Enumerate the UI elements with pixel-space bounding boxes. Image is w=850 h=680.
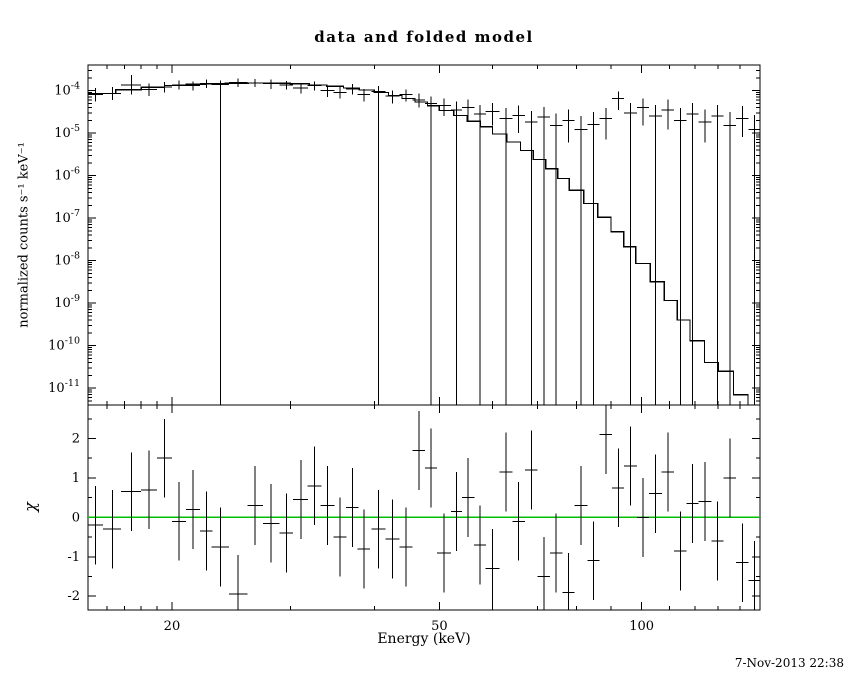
timestamp: 7-Nov-2013 22:38 (734, 656, 844, 670)
svg-text:0: 0 (72, 510, 80, 525)
svg-text:10-5: 10-5 (54, 123, 80, 141)
svg-text:10-7: 10-7 (54, 208, 80, 226)
svg-text:2: 2 (72, 432, 80, 447)
x-axis-label: Energy (keV) (377, 631, 471, 647)
svg-text:-1: -1 (67, 550, 80, 565)
svg-text:1: 1 (72, 471, 80, 486)
svg-text:100: 100 (629, 619, 654, 634)
svg-text:10-9: 10-9 (54, 293, 80, 311)
svg-text:50: 50 (431, 619, 448, 634)
svg-text:10-11: 10-11 (48, 378, 80, 396)
svg-text:10-10: 10-10 (48, 336, 80, 354)
plot-title: data and folded model (314, 28, 534, 46)
svg-text:10-6: 10-6 (54, 166, 80, 184)
y-axis-label-chi: χ (20, 502, 40, 512)
y-axis-label-spectrum: normalized counts s⁻¹ keV⁻¹ (16, 142, 32, 328)
svg-text:-2: -2 (67, 589, 80, 604)
svg-text:10-8: 10-8 (54, 251, 80, 269)
svg-text:20: 20 (164, 619, 181, 634)
svg-text:10-4: 10-4 (54, 81, 80, 99)
